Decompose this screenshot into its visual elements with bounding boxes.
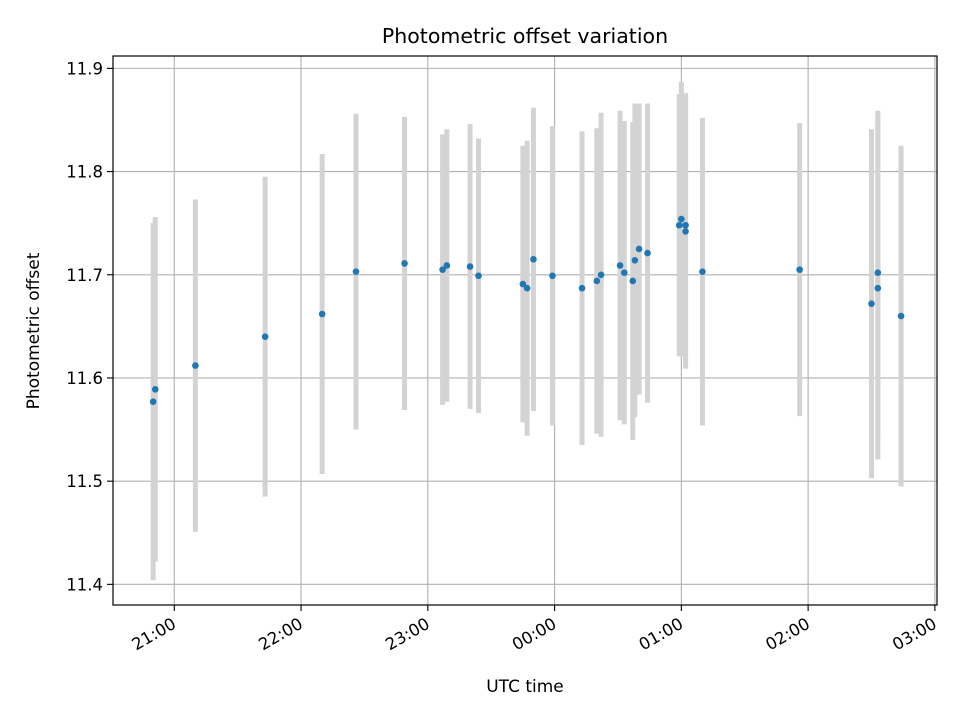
x-axis-title: UTC time bbox=[486, 677, 564, 697]
data-point bbox=[530, 255, 537, 263]
data-point bbox=[874, 284, 882, 292]
data-point bbox=[192, 362, 199, 369]
data-point bbox=[466, 263, 474, 270]
y-axis: 11.4 11.5 11.6 11.7 11.8 11.9 bbox=[66, 59, 113, 594]
data-point bbox=[597, 271, 605, 279]
y-tick-label: 11.9 bbox=[66, 59, 103, 78]
data-point bbox=[549, 272, 556, 280]
data-point bbox=[796, 266, 803, 273]
y-tick-label: 11.8 bbox=[66, 163, 103, 182]
data-point bbox=[443, 262, 451, 269]
data-point bbox=[475, 272, 482, 280]
data-point bbox=[401, 260, 408, 267]
data-point bbox=[629, 277, 637, 285]
data-point bbox=[682, 221, 689, 229]
y-tick-label: 11.4 bbox=[66, 575, 103, 594]
data-point bbox=[868, 300, 875, 307]
chart-title: Photometric offset variation bbox=[382, 24, 668, 48]
data-point bbox=[616, 262, 624, 269]
data-point bbox=[874, 269, 882, 277]
plot-frame bbox=[112, 55, 938, 606]
data-point bbox=[593, 277, 601, 285]
data-point bbox=[149, 398, 157, 406]
y-axis-title: Photometric offset bbox=[24, 252, 44, 409]
data-point bbox=[635, 245, 643, 253]
data-point bbox=[621, 269, 628, 277]
data-point bbox=[352, 268, 360, 275]
data-point bbox=[578, 284, 586, 292]
data-point bbox=[644, 249, 651, 257]
data-point bbox=[699, 268, 706, 275]
data-points bbox=[149, 215, 905, 406]
data-point bbox=[151, 386, 159, 393]
data-point bbox=[678, 215, 685, 223]
data-point bbox=[519, 280, 527, 288]
y-tick-label: 11.6 bbox=[66, 369, 103, 388]
y-tick-label: 11.5 bbox=[66, 472, 103, 491]
data-point bbox=[631, 257, 639, 264]
data-point bbox=[897, 312, 905, 320]
data-point bbox=[675, 221, 683, 229]
data-point bbox=[318, 310, 326, 318]
data-point bbox=[523, 284, 531, 292]
y-tick-label: 11.7 bbox=[66, 266, 103, 285]
data-point bbox=[439, 266, 446, 273]
data-point bbox=[682, 228, 689, 235]
data-point bbox=[261, 333, 269, 340]
